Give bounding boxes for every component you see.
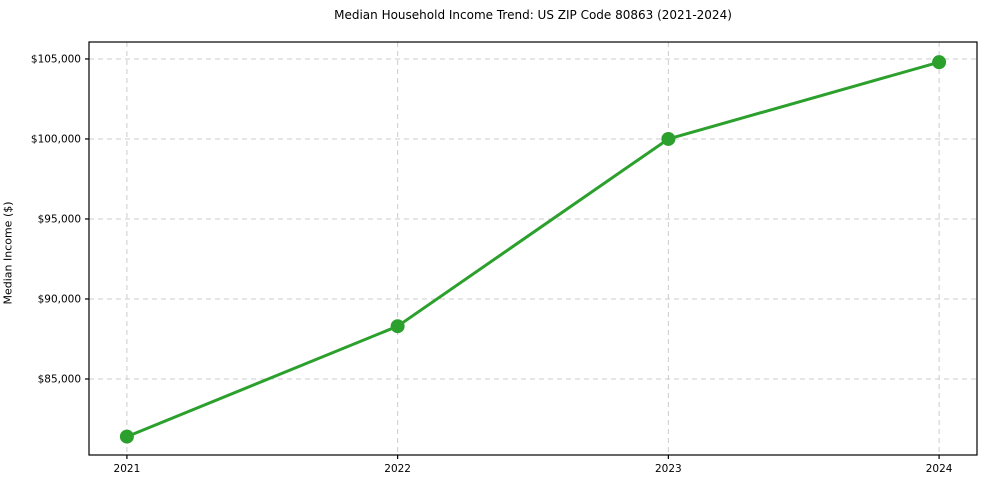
y-tick-label: $85,000 xyxy=(38,373,81,385)
data-point-marker xyxy=(390,319,405,334)
x-tick-label: 2022 xyxy=(384,463,411,475)
y-tick-label: $100,000 xyxy=(31,133,81,145)
y-tick-label: $90,000 xyxy=(38,293,81,305)
y-tick-label: $105,000 xyxy=(31,53,81,65)
data-point-marker xyxy=(661,131,676,146)
x-tick-label: 2024 xyxy=(926,463,953,475)
plot-border xyxy=(88,41,978,456)
data-point-marker xyxy=(932,55,947,70)
data-line xyxy=(125,60,941,439)
data-point-marker xyxy=(119,429,134,444)
y-tick-label: $95,000 xyxy=(38,213,81,225)
x-tick-label: 2021 xyxy=(114,463,141,475)
chart-title: Median Household Income Trend: US ZIP Co… xyxy=(334,8,732,22)
x-tick-label: 2023 xyxy=(655,463,682,475)
